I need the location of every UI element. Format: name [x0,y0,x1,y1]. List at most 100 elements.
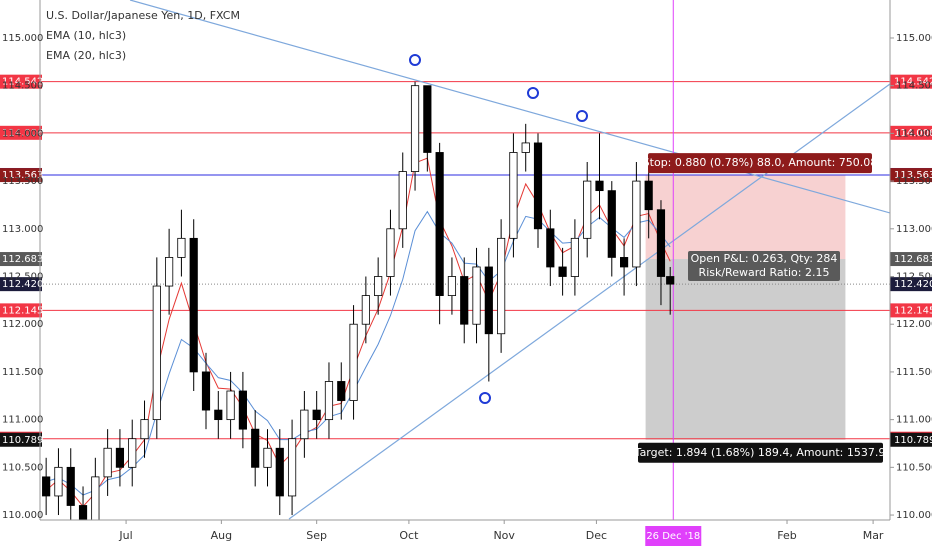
candle-body [177,237,186,258]
price-label: 110.789 [2,435,43,446]
price-label-bg [890,168,932,183]
candle-body [214,409,223,421]
candle-body [128,438,137,468]
y-tick-label: 112.500 [2,272,43,283]
candle-body [263,447,272,468]
price-label-bg [0,277,42,292]
y-tick-label: 110.000 [896,510,932,521]
legend-entry: EMA (20, hlc3) [46,49,126,62]
price-label: 113.563 [2,170,43,181]
stop-label: Stop: 0.880 (0.78%) 88.0, Amount: 750.08 [643,156,878,169]
y-tick-label: 114.000 [896,128,932,139]
overlay: 114.542114.542114.006114.006113.564113.5… [0,74,932,463]
stop-zone [645,175,846,260]
y-tick-label: 113.500 [2,176,43,187]
price-label-bg [0,252,42,267]
y-tick-label: 112.000 [896,319,932,330]
target-zone [645,259,846,440]
chart-title: U.S. Dollar/Japanese Yen, 1D, FXCM [46,9,240,22]
candle-body [497,237,506,335]
pnl-label: Open P&L: 0.263, Qty: 284 [691,252,838,265]
candle-body [66,466,75,506]
candle-body [54,466,63,497]
candle-body [201,371,211,411]
candle-body [472,266,481,325]
candle-body [226,390,235,421]
y-tick-label: 115.000 [2,33,43,44]
pivot-marker [576,110,588,122]
candle-body [410,85,420,172]
legend-entry: EMA (10, hlc3) [46,29,126,42]
price-label-bg [890,74,932,89]
candle-body [189,237,198,373]
candle-body [42,476,51,497]
trend-line [129,0,890,214]
candle-body [165,257,174,287]
y-tick-label: 112.500 [896,272,932,283]
candle-body [423,85,432,153]
price-label: 112.683 [2,254,43,265]
candle-body [115,447,125,468]
cursor-label-bg [645,526,702,546]
y-tick-label: 115.000 [896,33,932,44]
y-tick-label: 113.000 [2,224,43,235]
y-tick-label: 110.500 [896,462,932,473]
pivot-marker [479,392,491,404]
price-label-bg [0,168,42,183]
candle-body [103,447,112,478]
candle-body [533,142,543,230]
y-tick-label: 111.000 [2,415,43,426]
y-tick-label: 112.000 [2,319,43,330]
stop-label-bg [648,153,872,174]
candle-body [324,381,334,421]
price-label-bg [0,74,42,89]
price-label-bg [0,303,42,318]
x-tick-label: Nov [493,529,515,542]
pivot-markers [409,54,588,404]
price-label: 112.420 [2,279,43,290]
price-label: 114.542 [2,77,43,88]
y-tick-label: 114.000 [2,128,43,139]
ema-line [46,210,671,496]
candle-body [91,476,100,520]
candle-body [666,276,675,285]
candle-body [140,419,149,440]
candle-body [349,323,358,401]
x-tick-label: Jul [118,529,132,542]
candle-body [251,428,260,468]
candle-body [386,228,395,277]
target-label-bg [638,442,883,463]
candle-body [238,390,247,430]
candle-body [152,285,161,421]
candle-body [447,276,457,296]
price-label-bg [890,303,932,318]
price-label: 114.006 [2,128,43,139]
candle-body [595,180,604,192]
candle-body [619,257,629,268]
price-label: 112.683 [894,254,932,265]
y-tick-label: 113.500 [896,176,932,187]
candle-body [644,180,653,211]
x-tick-label: Sep [306,529,327,542]
cursor-label: 26 Dec '18 [646,531,700,542]
candle-body [509,152,518,239]
x-tick-label: Feb [777,529,796,542]
y-tick-label: 110.500 [2,462,43,473]
y-tick-label: 114.500 [896,81,932,92]
price-label: 114.006 [894,128,932,139]
price-label-bg [0,432,42,447]
candle-body [546,228,555,268]
candle-body [275,447,284,497]
pivot-marker [409,54,421,66]
price-label: 112.420 [894,279,932,290]
y-tick-label: 110.000 [2,510,43,521]
y-tick-label: 111.500 [2,367,43,378]
ema-line [45,157,671,508]
candle-body [460,276,469,325]
price-label-bg [0,125,42,140]
candle-body [583,180,592,239]
price-label: 114.542 [894,77,932,88]
price-label-bg [890,125,932,140]
pnl-label-bg [688,251,840,282]
